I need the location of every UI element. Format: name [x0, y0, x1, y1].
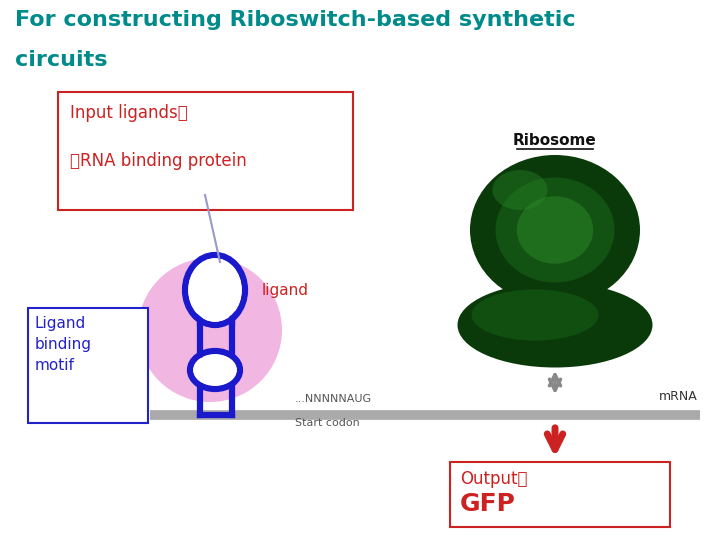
Ellipse shape [194, 354, 237, 386]
Circle shape [138, 258, 282, 402]
FancyBboxPatch shape [450, 462, 670, 527]
Text: Ligand
binding
motif: Ligand binding motif [35, 316, 92, 373]
Text: Output：: Output： [460, 470, 528, 488]
Ellipse shape [189, 258, 242, 322]
Ellipse shape [457, 282, 652, 368]
Text: Start codon: Start codon [295, 418, 360, 428]
FancyBboxPatch shape [28, 308, 148, 423]
Text: circuits: circuits [15, 50, 107, 70]
Ellipse shape [492, 170, 547, 210]
Ellipse shape [495, 178, 614, 282]
Text: mRNA: mRNA [660, 390, 698, 403]
Text: ligand: ligand [262, 282, 309, 298]
Ellipse shape [190, 351, 240, 389]
Ellipse shape [517, 196, 593, 264]
Ellipse shape [472, 289, 598, 341]
Text: GFP: GFP [460, 492, 516, 516]
Text: ・RNA binding protein: ・RNA binding protein [70, 152, 247, 170]
Text: Input ligands：: Input ligands： [70, 104, 188, 122]
Text: For constructing Riboswitch-based synthetic: For constructing Riboswitch-based synthe… [15, 10, 575, 30]
FancyBboxPatch shape [58, 92, 353, 210]
Ellipse shape [185, 255, 245, 325]
Text: Ribosome: Ribosome [513, 133, 597, 148]
Ellipse shape [470, 155, 640, 305]
Text: ...NNNNNAUG: ...NNNNNAUG [295, 394, 372, 404]
